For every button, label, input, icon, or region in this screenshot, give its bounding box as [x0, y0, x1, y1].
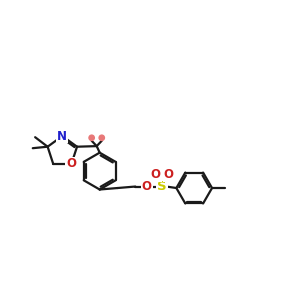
- Circle shape: [99, 135, 104, 140]
- Circle shape: [89, 135, 94, 140]
- Text: O: O: [66, 158, 76, 170]
- Text: O: O: [151, 168, 160, 181]
- Text: O: O: [142, 180, 152, 193]
- Text: N: N: [57, 130, 67, 142]
- Text: S: S: [157, 180, 167, 193]
- Text: O: O: [164, 168, 174, 181]
